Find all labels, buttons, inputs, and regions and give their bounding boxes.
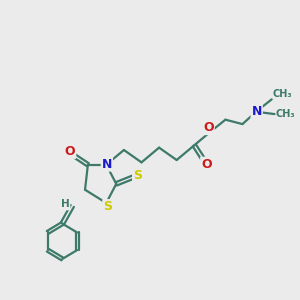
Text: O: O bbox=[203, 121, 214, 134]
Text: O: O bbox=[65, 145, 75, 158]
Text: CH₃: CH₃ bbox=[273, 89, 292, 99]
Text: CH₃: CH₃ bbox=[276, 109, 295, 119]
Text: N: N bbox=[102, 158, 112, 171]
Text: H: H bbox=[61, 200, 70, 209]
Text: N: N bbox=[251, 105, 262, 118]
Text: S: S bbox=[133, 169, 142, 182]
Text: O: O bbox=[201, 158, 212, 171]
Text: S: S bbox=[103, 200, 112, 213]
